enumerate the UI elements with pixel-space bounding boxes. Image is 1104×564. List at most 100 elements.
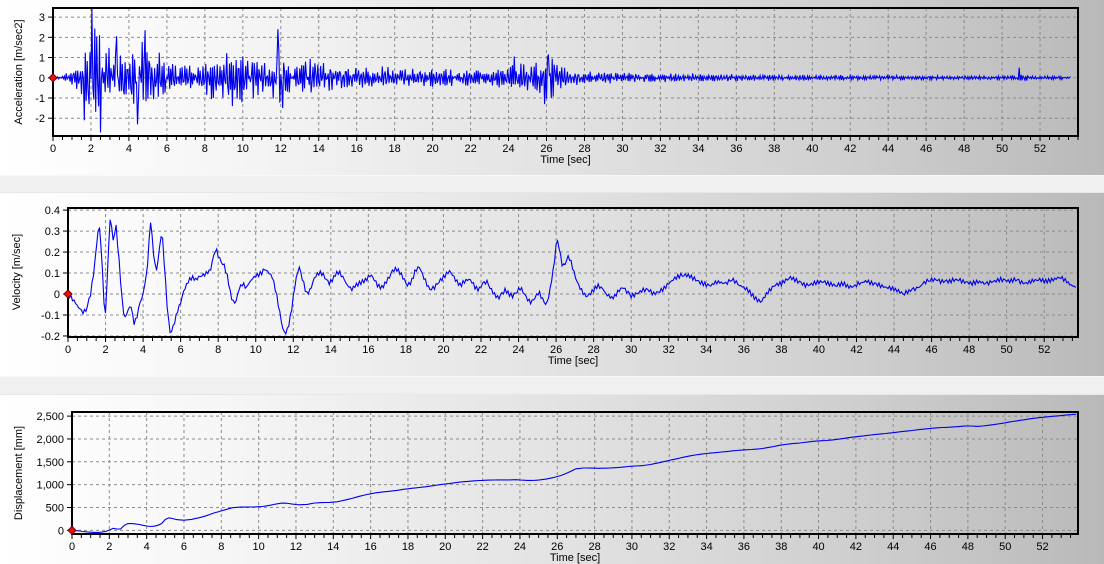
svg-text:32: 32 xyxy=(663,344,675,356)
svg-text:16: 16 xyxy=(362,344,374,356)
svg-text:32: 32 xyxy=(663,541,675,553)
acceleration-y-axis-title: Acceleration [m/sec2] xyxy=(13,19,25,125)
svg-text:0.3: 0.3 xyxy=(45,226,60,238)
svg-text:0.1: 0.1 xyxy=(45,268,60,280)
svg-text:6: 6 xyxy=(178,344,184,356)
svg-text:-0.1: -0.1 xyxy=(41,310,60,322)
displacement-start-marker-icon xyxy=(67,525,77,536)
svg-text:12: 12 xyxy=(275,143,287,155)
velocity-plot-border xyxy=(67,207,1079,338)
svg-text:1: 1 xyxy=(39,53,45,65)
svg-text:22: 22 xyxy=(475,344,487,356)
svg-text:50: 50 xyxy=(996,143,1008,155)
velocity-trace xyxy=(68,219,1077,336)
svg-text:16: 16 xyxy=(365,541,377,553)
displacement-y-axis-title: Displacement [mm] xyxy=(13,425,25,521)
svg-text:-2: -2 xyxy=(35,113,45,125)
svg-text:32: 32 xyxy=(654,143,666,155)
svg-text:38: 38 xyxy=(775,541,787,553)
svg-text:-0.2: -0.2 xyxy=(41,331,60,343)
acceleration-plot-area[interactable]: 0 2 4 6 8 10 12 14 16 18 20 22 24 26 28 30 32 34 36 38 40 42 4… xyxy=(0,0,1104,175)
displacement-x-axis-title: Time [sec] xyxy=(549,552,601,564)
svg-text:40: 40 xyxy=(813,344,825,356)
svg-text:14: 14 xyxy=(325,344,337,356)
svg-text:8: 8 xyxy=(202,143,208,155)
displacement-plot-border xyxy=(71,411,1079,535)
svg-text:10: 10 xyxy=(237,143,249,155)
svg-text:4: 4 xyxy=(144,541,150,553)
svg-text:0.2: 0.2 xyxy=(45,247,60,259)
velocity-chart-panel: 0 2 4 6 8 10 12 14 16 18 20 22 24 26 28 30 32 34 36 38 40 42 4… xyxy=(0,193,1104,376)
svg-text:1,000: 1,000 xyxy=(36,480,64,492)
svg-text:34: 34 xyxy=(692,143,704,155)
velocity-x-axis-title: Time [sec] xyxy=(547,355,599,367)
svg-text:14: 14 xyxy=(327,541,339,553)
acceleration-plot-border xyxy=(52,7,1079,137)
svg-text:2: 2 xyxy=(102,344,108,356)
svg-text:12: 12 xyxy=(287,344,299,356)
velocity-tick-labels: 0 2 4 6 8 10 12 14 16 18 20 22 24 26 28 30 32 34 36 38 40 42 4… xyxy=(41,205,1050,356)
acceleration-chart-panel: 0 2 4 6 8 10 12 14 16 18 20 22 24 26 28 30 32 34 36 38 40 42 4… xyxy=(0,0,1104,175)
svg-text:36: 36 xyxy=(738,541,750,553)
svg-text:40: 40 xyxy=(806,143,818,155)
svg-text:28: 28 xyxy=(578,143,590,155)
velocity-start-marker-icon xyxy=(63,289,73,299)
svg-text:48: 48 xyxy=(962,541,974,553)
svg-text:8: 8 xyxy=(215,344,221,356)
svg-text:10: 10 xyxy=(253,541,265,553)
svg-text:20: 20 xyxy=(437,344,449,356)
svg-text:0: 0 xyxy=(58,525,64,537)
svg-text:1,500: 1,500 xyxy=(36,457,64,469)
svg-text:2: 2 xyxy=(88,143,94,155)
svg-text:50: 50 xyxy=(1001,344,1013,356)
acceleration-axis-ticks xyxy=(48,16,1079,141)
svg-text:0.4: 0.4 xyxy=(45,205,60,217)
velocity-plot-area[interactable]: 0 2 4 6 8 10 12 14 16 18 20 22 24 26 28 30 32 34 36 38 40 42 4… xyxy=(0,193,1104,376)
svg-text:28: 28 xyxy=(588,344,600,356)
svg-text:38: 38 xyxy=(768,143,780,155)
svg-text:8: 8 xyxy=(218,541,224,553)
svg-text:30: 30 xyxy=(626,541,638,553)
svg-text:26: 26 xyxy=(540,143,552,155)
svg-text:22: 22 xyxy=(464,143,476,155)
displacement-gridlines xyxy=(72,412,1078,534)
displacement-tick-labels: 0 2 4 6 8 10 12 14 16 18 20 22 24 26 28 30 32 34 36 38 40 42 4… xyxy=(36,411,1048,553)
svg-text:30: 30 xyxy=(616,143,628,155)
svg-text:6: 6 xyxy=(181,541,187,553)
svg-text:42: 42 xyxy=(844,143,856,155)
velocity-gridlines xyxy=(68,208,1078,337)
svg-text:12: 12 xyxy=(290,541,302,553)
svg-text:44: 44 xyxy=(888,344,900,356)
svg-text:22: 22 xyxy=(476,541,488,553)
svg-text:20: 20 xyxy=(439,541,451,553)
svg-text:50: 50 xyxy=(999,541,1011,553)
displacement-plot-area[interactable]: 0 2 4 6 8 10 12 14 16 18 20 22 24 26 28 30 32 34 36 38 40 42 4… xyxy=(0,395,1104,564)
svg-text:500: 500 xyxy=(46,502,64,514)
svg-text:44: 44 xyxy=(882,143,894,155)
svg-text:48: 48 xyxy=(963,344,975,356)
svg-text:30: 30 xyxy=(625,344,637,356)
velocity-axis-ticks xyxy=(63,209,1073,342)
svg-text:38: 38 xyxy=(775,344,787,356)
svg-text:2: 2 xyxy=(106,541,112,553)
svg-text:4: 4 xyxy=(140,344,146,356)
svg-text:-1: -1 xyxy=(35,93,45,105)
svg-text:2: 2 xyxy=(39,32,45,44)
panel-divider xyxy=(0,376,1104,395)
acceleration-start-marker-icon xyxy=(48,73,58,83)
svg-text:52: 52 xyxy=(1034,143,1046,155)
svg-text:20: 20 xyxy=(427,143,439,155)
acceleration-x-axis-title: Time [sec] xyxy=(540,154,591,166)
svg-text:4: 4 xyxy=(126,143,132,155)
svg-text:0: 0 xyxy=(39,73,45,85)
svg-text:52: 52 xyxy=(1038,344,1050,356)
acceleration-tick-labels: 0 2 4 6 8 10 12 14 16 18 20 22 24 26 28 30 32 34 36 38 40 42 4… xyxy=(35,12,1046,155)
displacement-trace xyxy=(72,413,1077,533)
svg-text:28: 28 xyxy=(588,541,600,553)
acceleration-gridlines xyxy=(53,8,1078,136)
svg-text:0: 0 xyxy=(69,541,75,553)
svg-text:36: 36 xyxy=(730,143,742,155)
svg-text:2,000: 2,000 xyxy=(36,434,64,446)
svg-text:18: 18 xyxy=(389,143,401,155)
